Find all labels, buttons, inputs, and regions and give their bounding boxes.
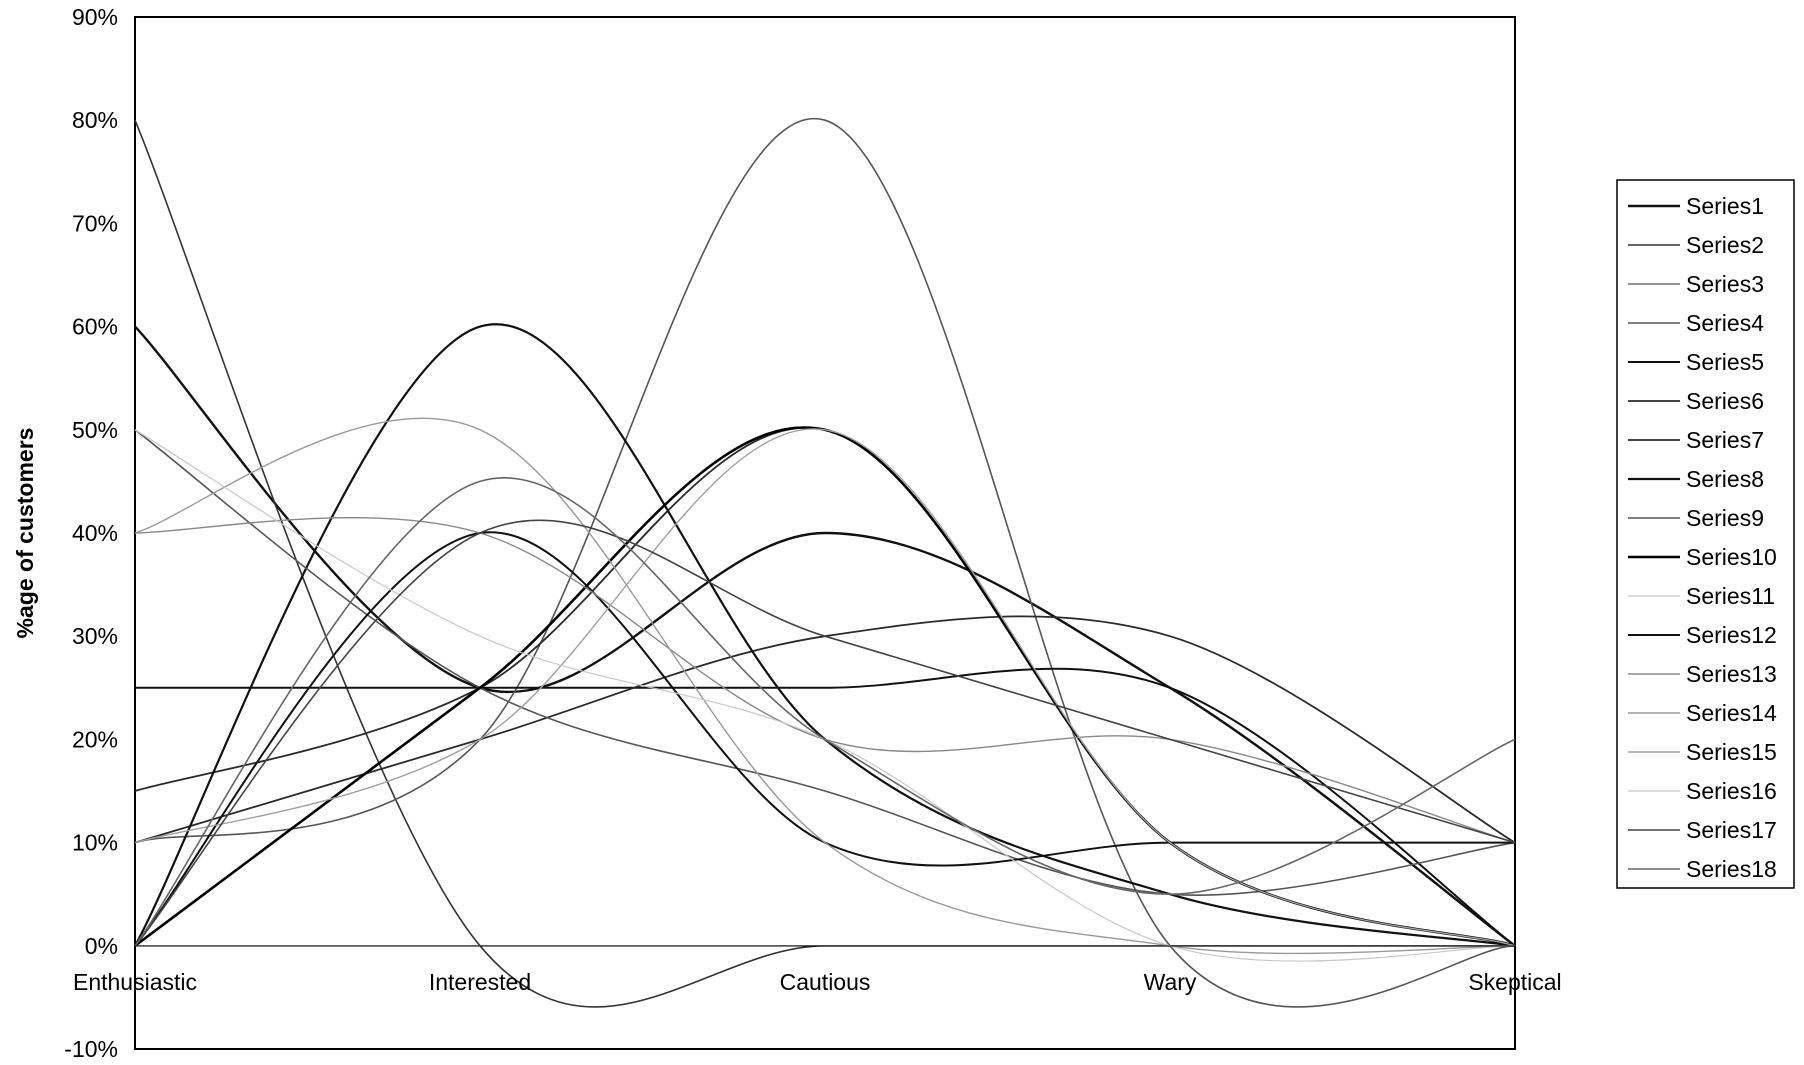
series-line-13	[134, 517, 1516, 844]
legend-label: Series5	[1686, 349, 1764, 375]
legend-label: Series14	[1686, 700, 1777, 726]
legend-label: Series8	[1686, 466, 1764, 492]
legend-label: Series17	[1686, 817, 1777, 843]
legend-label: Series4	[1686, 310, 1764, 336]
y-axis-ticks: -10% 0% 10% 20% 30% 40% 50% 60% 70% 80% 90%	[64, 4, 118, 1062]
series-line-5	[135, 667, 1516, 947]
series-line-16	[134, 429, 1516, 962]
y-tick-label: 70%	[72, 210, 118, 236]
y-tick-label: 30%	[72, 623, 118, 649]
series-line-4	[134, 117, 1516, 1008]
series-line-12	[134, 531, 1515, 947]
legend-label: Series2	[1686, 232, 1764, 258]
x-tick-label: Cautious	[780, 969, 871, 995]
legend-label: Series10	[1686, 544, 1777, 570]
y-tick-label: 40%	[72, 520, 118, 546]
x-tick-label: Skeptical	[1468, 969, 1561, 995]
series-line-10	[134, 426, 1516, 948]
series-line-14	[134, 417, 1516, 955]
legend-box	[1616, 179, 1795, 889]
series-lines	[134, 117, 1516, 1008]
series-line-2	[134, 119, 1515, 1008]
y-tick-label: 10%	[72, 830, 118, 856]
legend-label: Series9	[1686, 505, 1764, 531]
legend-label: Series16	[1686, 778, 1777, 804]
legend-label: Series15	[1686, 739, 1777, 765]
x-tick-label: Enthusiastic	[73, 969, 197, 995]
series-line-6	[134, 426, 1516, 947]
legend-label: Series18	[1686, 856, 1777, 882]
y-tick-label: 20%	[72, 726, 118, 752]
y-tick-label: -10%	[64, 1036, 118, 1062]
y-tick-label: 0%	[85, 933, 118, 959]
series-line-8	[134, 323, 1516, 947]
series-line-18	[134, 477, 1516, 947]
series-line-7	[134, 615, 1516, 844]
legend-label: Series1	[1686, 193, 1764, 219]
legend-label: Series12	[1686, 622, 1777, 648]
x-tick-label: Wary	[1144, 969, 1197, 995]
y-tick-label: 80%	[72, 107, 118, 133]
series-line-9	[134, 429, 1516, 896]
y-axis-title: %age of customers	[12, 428, 38, 639]
y-tick-label: 90%	[72, 4, 118, 30]
legend-label: Series13	[1686, 661, 1777, 687]
series-line-15	[134, 428, 1516, 947]
y-tick-label: 50%	[72, 417, 118, 443]
legend: Series1 Series2 Series3 Series4 Series5 Serie…	[1628, 193, 1777, 882]
legend-label: Series3	[1686, 271, 1764, 297]
legend-label: Series11	[1686, 583, 1775, 609]
y-tick-label: 60%	[72, 314, 118, 340]
x-axis-ticks: Enthusiastic Interested Cautious Wary Skepti…	[73, 969, 1562, 995]
legend-label: Series7	[1686, 427, 1764, 453]
legend-label: Series6	[1686, 388, 1764, 414]
series-line-17	[134, 519, 1516, 947]
x-tick-label: Interested	[429, 969, 531, 995]
